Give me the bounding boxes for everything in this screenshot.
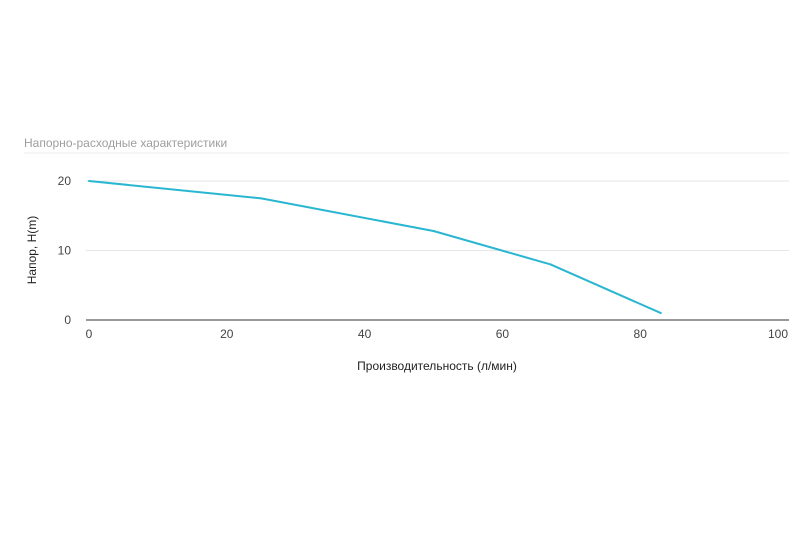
data-point xyxy=(659,312,662,315)
x-tick-label: 60 xyxy=(496,327,510,341)
series-layer xyxy=(88,180,662,315)
y-axis-label: Напор, H(m) xyxy=(25,216,39,285)
x-tick-label: 80 xyxy=(634,327,648,341)
data-point xyxy=(88,180,90,182)
series-line xyxy=(88,180,662,315)
y-tick-labels: 0 10 20 xyxy=(58,174,72,327)
y-tick-label: 10 xyxy=(58,244,72,258)
x-tick-label: 20 xyxy=(220,327,234,341)
data-point xyxy=(432,230,435,233)
data-point xyxy=(260,197,263,200)
y-tick-label: 0 xyxy=(64,313,71,327)
x-axis-label: Производительность (л/мин) xyxy=(357,359,517,373)
x-tick-label: 0 xyxy=(86,327,93,341)
chart-title: Напорно-расходные характеристики xyxy=(24,136,227,150)
y-tick-label: 20 xyxy=(58,174,72,188)
x-tick-labels: 0 20 40 60 80 100 xyxy=(86,327,789,341)
grid-lines xyxy=(86,180,789,251)
data-point xyxy=(549,263,552,266)
x-tick-label: 100 xyxy=(768,327,788,341)
x-tick-label: 40 xyxy=(358,327,372,341)
